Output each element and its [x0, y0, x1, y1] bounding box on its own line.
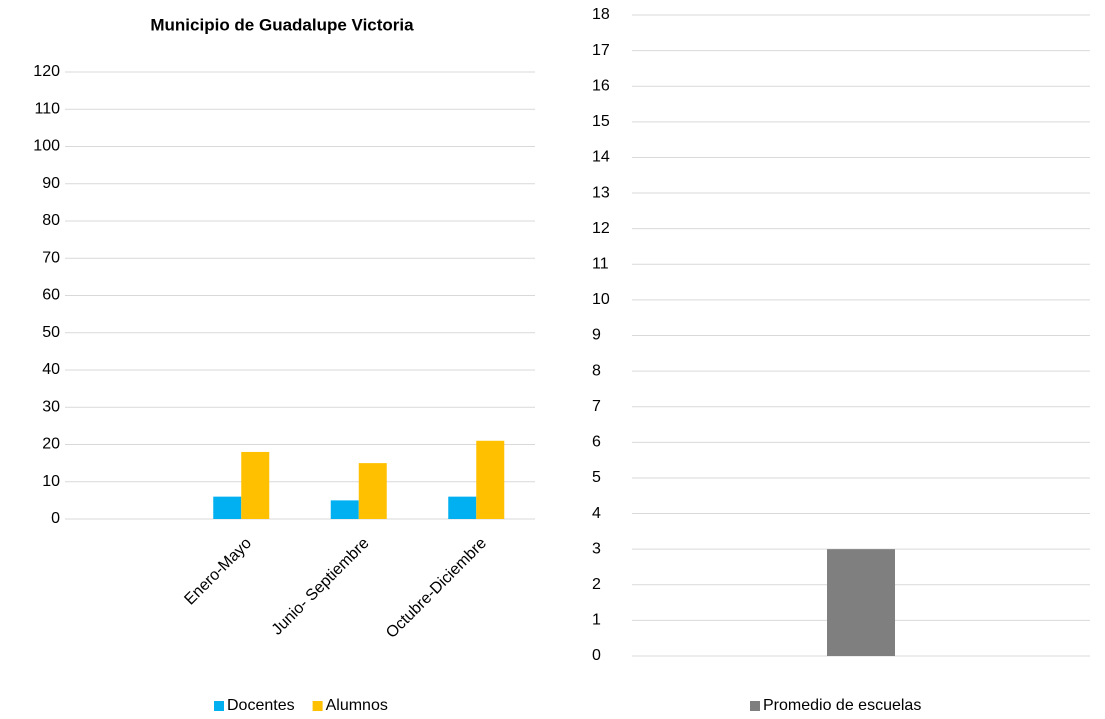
- bar: [241, 451, 270, 519]
- y-tick-label: 110: [34, 100, 60, 117]
- y-tick-label: 16: [592, 77, 610, 94]
- y-tick-label: 0: [51, 510, 60, 527]
- legend-swatch: [750, 701, 760, 711]
- y-tick-label: 2: [592, 576, 601, 593]
- y-tick-label: 18: [592, 6, 610, 23]
- y-tick-label: 60: [42, 287, 60, 304]
- y-tick-label: 0: [592, 647, 601, 664]
- y-tick-label: 40: [42, 361, 60, 378]
- y-tick-label: 14: [592, 149, 610, 166]
- y-tick-label: 7: [592, 398, 601, 415]
- bar: [213, 496, 242, 519]
- y-tick-label: 8: [592, 362, 601, 379]
- y-tick-label: 12: [592, 220, 610, 237]
- legend-swatch: [214, 701, 224, 711]
- bar: [448, 496, 477, 519]
- y-tick-label: 17: [592, 42, 610, 59]
- y-tick-label: 100: [33, 138, 60, 155]
- y-tick-label: 20: [42, 436, 60, 453]
- y-tick-label: 90: [42, 175, 60, 192]
- chart-title: Municipio de Guadalupe Victoria: [150, 15, 414, 34]
- bar: [476, 440, 505, 519]
- y-tick-label: 10: [592, 291, 610, 308]
- y-tick-label: 6: [592, 434, 601, 451]
- x-tick-label: Octubre-Diciembre: [383, 535, 490, 642]
- y-tick-label: 70: [42, 249, 60, 266]
- y-tick-label: 5: [592, 469, 601, 486]
- y-tick-label: 120: [33, 63, 60, 80]
- y-tick-label: 4: [592, 505, 601, 522]
- legend-swatch: [312, 701, 323, 711]
- y-tick-label: 15: [592, 113, 610, 130]
- y-tick-label: 13: [592, 184, 610, 201]
- bar: [827, 549, 895, 656]
- x-tick-label: Junio- Septiembre: [269, 535, 373, 639]
- legend-label: Promedio de escuelas: [763, 697, 921, 714]
- y-tick-label: 80: [42, 212, 60, 229]
- legend-label: Docentes: [227, 697, 295, 714]
- legend-label: Alumnos: [326, 697, 388, 714]
- y-tick-label: 10: [42, 473, 60, 490]
- x-tick-label: Enero-Mayo: [181, 535, 255, 609]
- bar: [330, 500, 359, 519]
- bar: [358, 463, 387, 519]
- y-tick-label: 9: [592, 327, 601, 344]
- y-tick-label: 30: [42, 398, 60, 415]
- y-tick-label: 1: [592, 612, 601, 629]
- y-tick-label: 3: [592, 540, 601, 557]
- y-tick-label: 11: [592, 255, 609, 272]
- y-tick-label: 50: [42, 324, 60, 341]
